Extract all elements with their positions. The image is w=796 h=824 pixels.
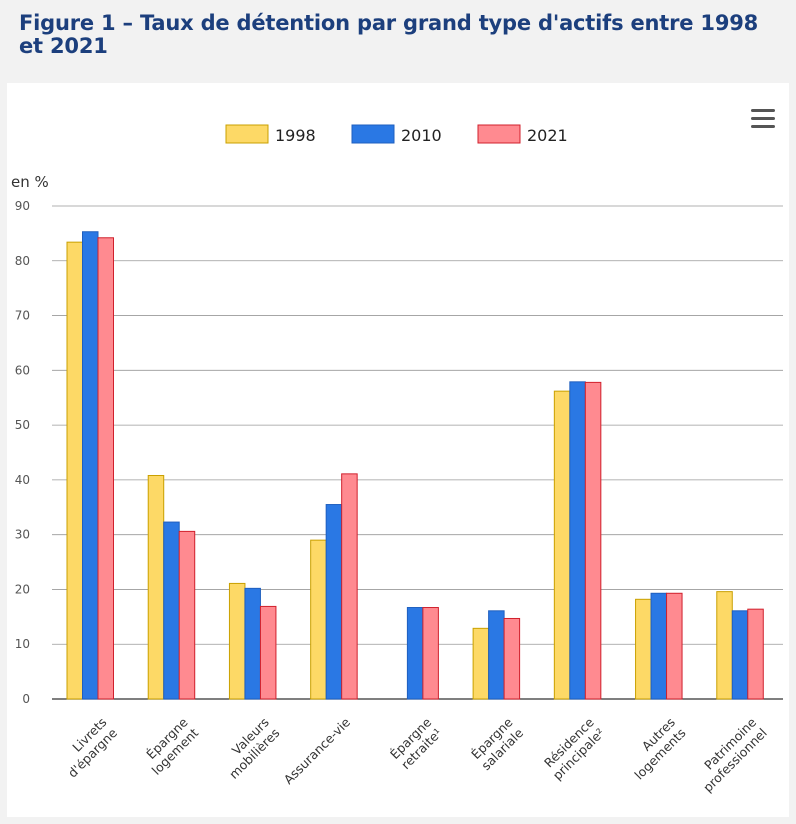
bar-1998[interactable] bbox=[553, 390, 571, 700]
bar-2021[interactable] bbox=[178, 530, 196, 700]
x-category-label: Épargnesalariale bbox=[468, 714, 527, 773]
legend-swatch-2021[interactable] bbox=[477, 124, 521, 144]
y-tick-label: 0 bbox=[22, 692, 30, 706]
bar-1998[interactable] bbox=[635, 598, 652, 700]
bar-1998[interactable] bbox=[147, 475, 165, 700]
legend-swatch-1998[interactable] bbox=[225, 124, 269, 144]
legend-label-2021[interactable]: 2021 bbox=[527, 126, 568, 145]
bar-2021[interactable] bbox=[97, 237, 114, 700]
bar-2021[interactable] bbox=[747, 608, 764, 700]
bar-2021[interactable] bbox=[666, 592, 683, 700]
x-category-label: Valeursmobilières bbox=[215, 715, 282, 782]
bar-2010[interactable] bbox=[650, 592, 668, 700]
page-title: Figure 1 – Taux de détention par grand t… bbox=[19, 11, 759, 58]
bar-2010[interactable] bbox=[488, 610, 505, 700]
x-category-label: Épargneretraite¹ bbox=[387, 714, 445, 772]
y-tick-label: 50 bbox=[15, 418, 30, 432]
x-category-label: Résidenceprincipale² bbox=[539, 714, 608, 783]
y-tick-label: 30 bbox=[15, 528, 30, 542]
bar-1998[interactable] bbox=[310, 539, 327, 700]
bar-2021[interactable] bbox=[503, 617, 521, 700]
y-tick-label: 60 bbox=[15, 363, 30, 377]
legend-label-1998[interactable]: 1998 bbox=[275, 126, 316, 145]
bars bbox=[66, 231, 764, 700]
bar-1998[interactable] bbox=[472, 627, 490, 700]
bar-2010[interactable] bbox=[244, 587, 261, 700]
x-category-label: Patrimoineprofessionnel bbox=[689, 714, 770, 795]
bar-2010[interactable] bbox=[406, 607, 424, 700]
bar-1998[interactable] bbox=[66, 241, 83, 700]
x-category-label: Livretsd'épargne bbox=[54, 714, 120, 780]
x-category-label: Autreslogements bbox=[621, 715, 689, 783]
y-tick-label: 90 bbox=[15, 199, 30, 213]
y-tick-label: 20 bbox=[15, 582, 30, 596]
y-tick-label: 80 bbox=[15, 254, 30, 268]
bar-2010[interactable] bbox=[569, 381, 586, 700]
x-axis-labels: Livretsd'épargne Épargnelogement Valeursmo… bbox=[54, 714, 770, 795]
y-tick-label: 10 bbox=[15, 637, 30, 651]
legend[interactable]: 1998 2010 2021 bbox=[225, 124, 568, 145]
bar-1998[interactable] bbox=[228, 582, 246, 700]
bar-2021[interactable] bbox=[422, 607, 439, 700]
legend-swatch-2010[interactable] bbox=[351, 124, 395, 144]
y-axis-unit-label: en % bbox=[11, 173, 49, 191]
bar-2021[interactable] bbox=[584, 381, 602, 700]
x-category-label: Assurance-vie bbox=[281, 714, 354, 787]
hamburger-menu-icon[interactable] bbox=[748, 107, 778, 131]
bar-2010[interactable] bbox=[163, 521, 180, 700]
y-tick-label: 40 bbox=[15, 473, 30, 487]
legend-label-2010[interactable]: 2010 bbox=[401, 126, 442, 145]
bar-2021[interactable] bbox=[341, 473, 358, 700]
bar-2010[interactable] bbox=[82, 231, 99, 700]
bar-2021[interactable] bbox=[259, 605, 277, 700]
y-axis-ticks: 0 10 20 30 40 50 60 70 80 90 bbox=[15, 199, 30, 706]
bar-1998[interactable] bbox=[716, 591, 733, 700]
x-category-label: Épargnelogement bbox=[138, 714, 201, 777]
y-tick-label: 70 bbox=[15, 309, 30, 323]
bar-2010[interactable] bbox=[325, 504, 343, 700]
bar-2010[interactable] bbox=[731, 610, 749, 700]
